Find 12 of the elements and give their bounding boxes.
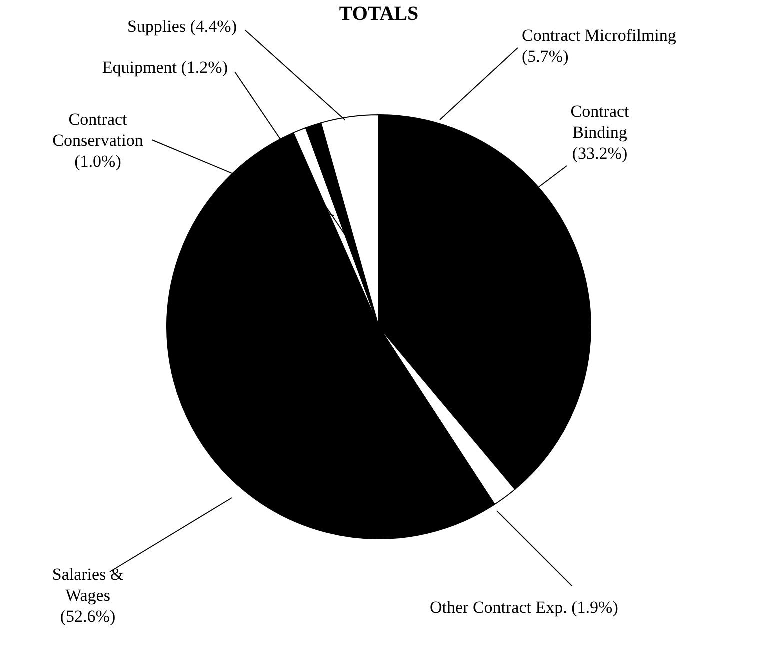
slice-label: Supplies (4.4%): [127, 17, 237, 36]
slice-label: Contract Binding: [570, 102, 630, 142]
slice-label: Contract Microfilming: [522, 26, 677, 45]
data-label: (52.6%): [60, 607, 116, 626]
slice-label: Salaries & Wages: [52, 565, 124, 605]
data-label: (33.2%): [572, 144, 628, 163]
data-label: (5.7%): [522, 47, 569, 66]
chart-title: TOTALS: [339, 3, 419, 25]
slice-label: Other Contract Exp. (1.9%): [430, 598, 618, 617]
slice-label: Equipment (1.2%): [102, 58, 228, 77]
data-label: (1.0%): [74, 152, 122, 171]
slice-label: Contract Conservation: [52, 110, 144, 150]
